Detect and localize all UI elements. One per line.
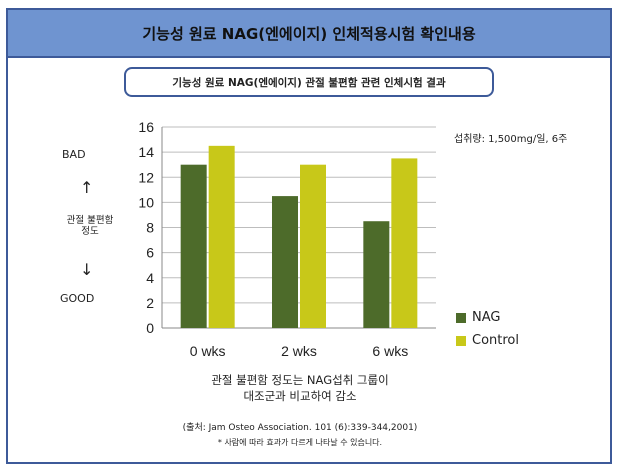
y-axis-label-line2: 정도: [81, 226, 99, 237]
figure-frame: 기능성 원료 NAG(엔에이지) 인체적용시험 확인내용 기능성 원료 NAG(…: [6, 8, 612, 464]
legend-item-control: Control: [456, 333, 519, 348]
source-citation: (출처: Jam Osteo Association. 101 (6):339-…: [182, 423, 418, 433]
header-title: 기능성 원료 NAG(엔에이지) 인체적용시험 확인내용: [142, 24, 476, 43]
subtitle-box: 기능성 원료 NAG(엔에이지) 관절 불편함 관련 인체시험 결과: [124, 67, 494, 97]
good-label: GOOD: [60, 292, 95, 305]
y-axis-label: 관절 불편함 정도: [55, 215, 125, 237]
dosage-note: 섭취량: 1,500mg/일, 6주: [454, 134, 568, 145]
legend-label-control: Control: [472, 333, 519, 348]
legend-item-nag: NAG: [456, 310, 519, 325]
arrow-up-icon: ↑: [80, 178, 94, 197]
caption-line1: 관절 불편함 정도는 NAG섭취 그룹이: [211, 373, 389, 387]
disclaimer-note: * 사람에 따라 효과가 다르게 나타날 수 있습니다.: [217, 438, 383, 447]
arrow-down-icon: ↓: [80, 260, 94, 279]
y-axis-label-line1: 관절 불편함: [66, 215, 114, 226]
caption: 관절 불편함 정도는 NAG섭취 그룹이 대조군과 비교하여 감소: [150, 372, 450, 404]
chart-subtitle: 기능성 원료 NAG(엔에이지) 관절 불편함 관련 인체시험 결과: [172, 76, 446, 89]
bad-label: BAD: [62, 148, 86, 161]
caption-line2: 대조군과 비교하여 감소: [243, 389, 357, 403]
legend-swatch-control: [456, 335, 466, 346]
header-bar: 기능성 원료 NAG(엔에이지) 인체적용시험 확인내용: [8, 10, 610, 58]
legend-label-nag: NAG: [472, 310, 501, 325]
legend: NAG Control: [456, 310, 519, 356]
legend-swatch-nag: [456, 312, 466, 323]
